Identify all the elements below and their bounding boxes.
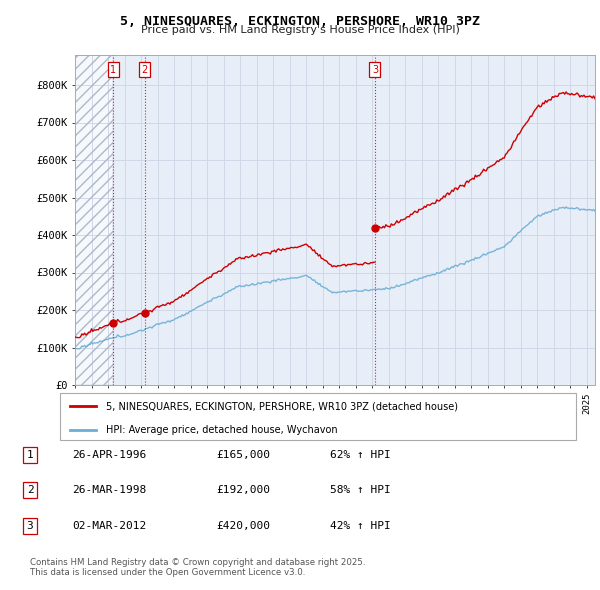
Text: £165,000: £165,000 [216,450,270,460]
Text: 1: 1 [26,450,34,460]
Text: 5, NINESQUARES, ECKINGTON, PERSHORE, WR10 3PZ: 5, NINESQUARES, ECKINGTON, PERSHORE, WR1… [120,15,480,28]
Text: Contains HM Land Registry data © Crown copyright and database right 2025.
This d: Contains HM Land Registry data © Crown c… [30,558,365,577]
Text: 2: 2 [142,65,148,75]
Text: 2: 2 [26,485,34,495]
Text: 62% ↑ HPI: 62% ↑ HPI [330,450,391,460]
Text: 1: 1 [110,65,116,75]
Text: 5, NINESQUARES, ECKINGTON, PERSHORE, WR10 3PZ (detached house): 5, NINESQUARES, ECKINGTON, PERSHORE, WR1… [106,401,458,411]
Text: 26-MAR-1998: 26-MAR-1998 [72,485,146,495]
Text: 58% ↑ HPI: 58% ↑ HPI [330,485,391,495]
Text: 26-APR-1996: 26-APR-1996 [72,450,146,460]
Text: 02-MAR-2012: 02-MAR-2012 [72,521,146,531]
Text: 3: 3 [372,65,378,75]
Text: HPI: Average price, detached house, Wychavon: HPI: Average price, detached house, Wych… [106,425,338,435]
Text: 3: 3 [26,521,34,531]
Text: £192,000: £192,000 [216,485,270,495]
Text: 42% ↑ HPI: 42% ↑ HPI [330,521,391,531]
Text: £420,000: £420,000 [216,521,270,531]
Text: Price paid vs. HM Land Registry's House Price Index (HPI): Price paid vs. HM Land Registry's House … [140,25,460,35]
